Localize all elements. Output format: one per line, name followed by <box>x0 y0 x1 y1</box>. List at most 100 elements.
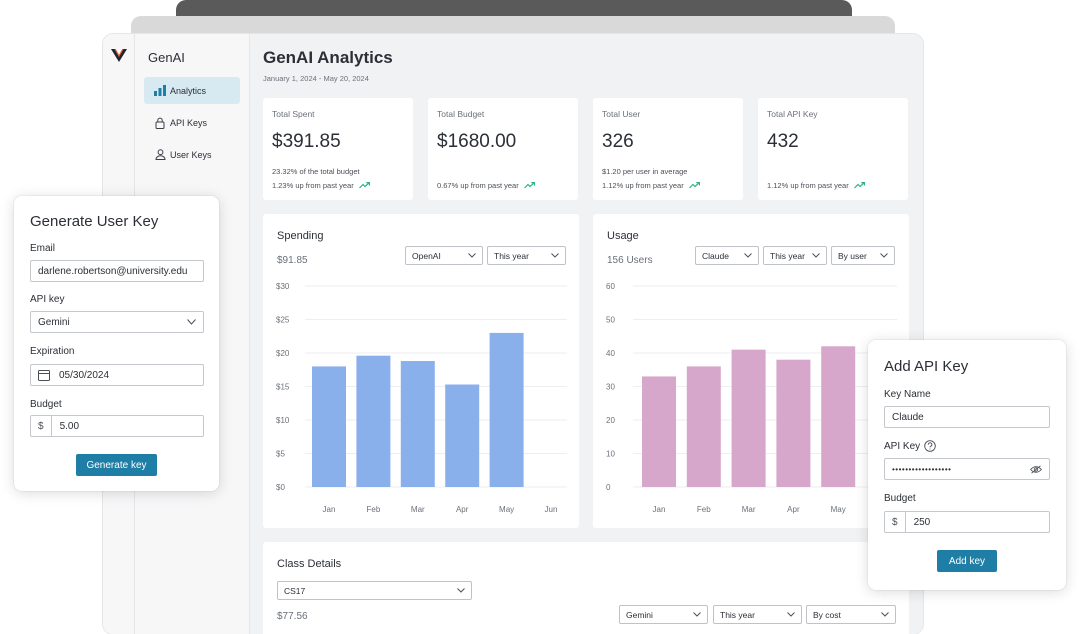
class-details-panel: Class Details CS17 $77.56 Gemini This ye… <box>263 542 909 634</box>
x-tick-label: May <box>831 505 846 514</box>
sidebar-item-label: Analytics <box>170 85 207 96</box>
group-by-select[interactable]: By cost <box>806 605 896 624</box>
trend-up-icon <box>688 182 700 189</box>
period-select[interactable]: This year <box>487 246 566 265</box>
y-tick-label: 50 <box>606 316 615 325</box>
usage-total: 156 Users <box>607 255 653 266</box>
x-tick-label: Mar <box>411 505 425 514</box>
stat-label: Total User <box>602 109 641 119</box>
card-title: Add API Key <box>884 358 969 375</box>
add-api-key-card: Add API Key Key Name Claude API Key ••••… <box>868 340 1066 590</box>
main-content: GenAI Analytics January 1, 2024 - May 20… <box>250 34 923 634</box>
y-tick-label: $0 <box>276 483 285 492</box>
currency-prefix: $ <box>892 512 906 532</box>
chevron-down-icon <box>744 253 752 258</box>
chevron-down-icon <box>787 612 795 617</box>
panel-title: Usage <box>607 230 639 242</box>
trend-up-icon <box>523 182 535 189</box>
panel-title: Class Details <box>277 558 342 570</box>
help-icon[interactable] <box>924 440 936 452</box>
trend-up-icon <box>358 182 370 189</box>
budget-label: Budget <box>30 399 62 410</box>
stat-note: $1.20 per user in average <box>602 167 688 176</box>
stat-label: Total API Key <box>767 109 818 119</box>
app-name: GenAI <box>148 50 185 65</box>
page-title: GenAI Analytics <box>263 48 393 67</box>
y-tick-label: $30 <box>276 282 290 291</box>
sidebar-item-label: API Keys <box>170 117 208 128</box>
class-select[interactable]: CS17 <box>277 581 472 600</box>
api-key-select[interactable]: Gemini <box>30 311 204 333</box>
chevron-down-icon <box>693 612 701 617</box>
y-tick-label: 30 <box>606 383 615 392</box>
api-key-label: API key <box>30 294 65 305</box>
lock-icon <box>150 117 170 129</box>
api-key-label: API Key <box>884 440 936 452</box>
provider-select[interactable]: Claude <box>695 246 759 265</box>
budget-field[interactable]: $ 5.00 <box>30 415 204 437</box>
stat-trend: 0.67% up from past year <box>437 181 535 190</box>
stat-card-total-user: Total User 326 $1.20 per user in average… <box>593 98 743 200</box>
currency-prefix: $ <box>38 416 52 436</box>
period-select[interactable]: This year <box>713 605 802 624</box>
sidebar-item-user-keys[interactable]: User Keys <box>144 141 240 168</box>
budget-field[interactable]: $ 250 <box>884 511 1050 533</box>
generate-user-key-card: Generate User Key Email darlene.robertso… <box>14 196 219 491</box>
chevron-down-icon <box>187 319 196 325</box>
x-tick-label: Mar <box>742 505 756 514</box>
y-tick-label: $20 <box>276 349 290 358</box>
chevron-down-icon <box>880 253 888 258</box>
x-tick-label: Apr <box>787 505 800 514</box>
add-key-button[interactable]: Add key <box>937 550 997 572</box>
y-tick-label: $25 <box>276 316 290 325</box>
y-tick-label: 0 <box>606 483 611 492</box>
expiration-date-field[interactable]: 05/30/2024 <box>30 364 204 386</box>
panel-title: Spending <box>277 230 324 242</box>
bar <box>642 376 676 487</box>
stat-label: Total Budget <box>437 109 485 119</box>
date-range: January 1, 2024 - May 20, 2024 <box>263 74 369 83</box>
chevron-down-icon <box>457 588 465 593</box>
stat-value: 432 <box>767 131 799 152</box>
stat-label: Total Spent <box>272 109 315 119</box>
chevron-down-icon <box>881 612 889 617</box>
y-tick-label: $15 <box>276 383 290 392</box>
calendar-icon <box>38 370 50 381</box>
bar <box>445 384 480 487</box>
provider-select[interactable]: Gemini <box>619 605 708 624</box>
eye-off-icon[interactable] <box>1030 464 1042 474</box>
card-title: Generate User Key <box>30 213 159 230</box>
stat-trend: 1.23% up from past year <box>272 181 370 190</box>
sidebar-item-analytics[interactable]: Analytics <box>144 77 240 104</box>
period-select[interactable]: This year <box>763 246 827 265</box>
app-window: GenAI Analytics API Keys User Keys GenAI… <box>103 34 923 634</box>
provider-select[interactable]: OpenAI <box>405 246 483 265</box>
chevron-down-icon <box>812 253 820 258</box>
bar-chart-icon <box>150 85 170 96</box>
x-tick-label: Jun <box>545 505 558 514</box>
y-tick-label: 10 <box>606 450 615 459</box>
bar <box>312 366 346 487</box>
stat-trend: 1.12% up from past year <box>767 181 865 190</box>
spending-total: $91.85 <box>277 255 308 266</box>
email-field[interactable]: darlene.robertson@university.edu <box>30 260 204 282</box>
generate-key-button[interactable]: Generate key <box>76 454 157 476</box>
bar <box>400 361 435 487</box>
stat-card-total-api-key: Total API Key 432 1.12% up from past yea… <box>758 98 908 200</box>
sidebar-item-label: User Keys <box>170 149 212 160</box>
stat-note: 23.32% of the total budget <box>272 167 360 176</box>
bar <box>356 355 391 487</box>
user-icon <box>150 149 170 160</box>
class-total: $77.56 <box>277 611 308 622</box>
x-tick-label: Feb <box>367 505 381 514</box>
key-name-field[interactable]: Claude <box>884 406 1050 428</box>
api-key-field[interactable]: •••••••••••••••••• <box>884 458 1050 480</box>
y-tick-label: 20 <box>606 416 615 425</box>
expiration-label: Expiration <box>30 346 75 357</box>
stat-card-total-budget: Total Budget $1680.00 0.67% up from past… <box>428 98 578 200</box>
group-by-select[interactable]: By user <box>831 246 895 265</box>
bar <box>686 366 721 487</box>
chevron-down-icon <box>551 253 559 258</box>
sidebar-item-api-keys[interactable]: API Keys <box>144 109 240 136</box>
x-tick-label: Jan <box>323 505 336 514</box>
